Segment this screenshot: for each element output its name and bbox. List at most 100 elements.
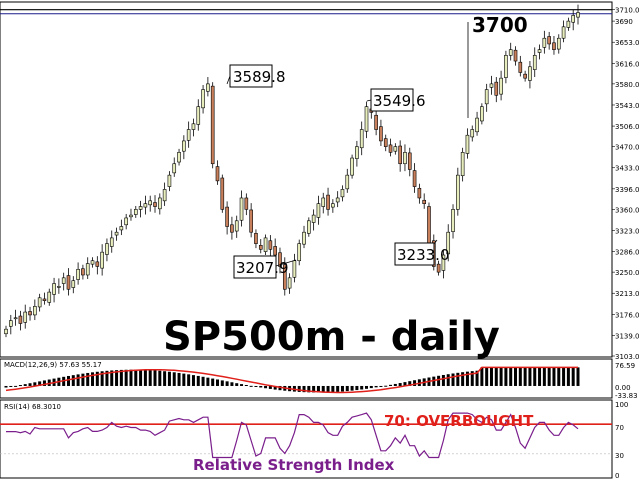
macd-bar — [340, 385, 344, 392]
macd-bar — [134, 369, 138, 386]
price-tick-12: 3286.0 — [615, 249, 640, 257]
macd-bar — [163, 371, 167, 386]
macd-bar — [470, 371, 474, 386]
candle-body — [556, 37, 561, 50]
macd-bar — [264, 385, 268, 389]
macd-bar — [105, 370, 109, 386]
macd-bar — [432, 376, 436, 386]
rsi-tick-30: 30 — [615, 452, 624, 460]
macd-bar — [240, 384, 244, 386]
macd-bar — [331, 385, 335, 393]
candle-body — [470, 129, 475, 138]
macd-bar — [504, 367, 508, 386]
candle-body — [436, 263, 441, 273]
macd-histogram — [4, 366, 580, 394]
macd-bar — [465, 371, 469, 386]
candle-body — [210, 85, 215, 165]
callout-label-3589: 3589.8 — [233, 68, 286, 86]
candle-body — [302, 231, 306, 245]
candle-body — [282, 264, 287, 290]
price-tick-4: 3580.0 — [615, 81, 640, 89]
rsi-line — [6, 412, 579, 459]
candle-body — [412, 170, 417, 187]
candle-body — [451, 209, 455, 232]
candle-body — [321, 197, 326, 207]
price-panel-frame — [0, 1, 613, 358]
candle-body — [28, 311, 32, 316]
price-tick-14: 3213.0 — [615, 290, 640, 298]
macd-bar — [475, 370, 479, 386]
macd-bar — [413, 380, 417, 386]
price-tick-2: 3653.0 — [615, 39, 640, 47]
callout-3589: 3589.8 — [226, 64, 286, 88]
callout-label-3549: 3549.6 — [373, 92, 426, 110]
macd-bar — [148, 370, 152, 386]
candle-body — [220, 177, 225, 210]
macd-bar — [278, 385, 282, 391]
macd-bar — [71, 375, 75, 386]
macd-signal-line — [5, 366, 578, 394]
macd-bar — [518, 367, 522, 386]
candle-body — [335, 197, 340, 203]
candle-body — [331, 203, 335, 208]
candle-body — [119, 226, 124, 231]
macd-bar — [177, 372, 181, 386]
rsi-panel-frame — [0, 399, 613, 479]
rsi-tick-70: 70 — [615, 424, 624, 432]
macd-bar — [143, 369, 147, 386]
candle-body — [345, 174, 350, 190]
macd-bar — [384, 385, 388, 387]
price-tick-10: 3360.0 — [615, 206, 640, 214]
candle-body — [109, 237, 114, 247]
macd-bar — [307, 385, 311, 393]
candle-body — [258, 245, 263, 250]
macd-bar — [182, 373, 186, 386]
candle-body — [417, 187, 422, 199]
candle-body — [177, 152, 181, 163]
candle-body — [273, 246, 277, 256]
candle-body — [4, 328, 8, 335]
candle-body — [513, 49, 518, 62]
candle-body — [133, 209, 138, 215]
candle-body — [90, 260, 95, 265]
candle-body — [278, 252, 282, 267]
macd-bar — [110, 370, 114, 386]
candle-body — [191, 123, 196, 130]
macd-bar — [538, 367, 542, 386]
candle-body — [403, 152, 407, 165]
macd-bar — [254, 385, 258, 387]
candle-body — [350, 157, 354, 176]
candle-body — [162, 189, 167, 202]
callout-3207: 3207.9 — [233, 255, 297, 279]
price-tick-8: 3433.0 — [615, 165, 640, 173]
macd-bar — [273, 385, 277, 390]
macd-bar — [91, 372, 95, 386]
candle-body — [398, 145, 402, 165]
macd-bar — [230, 382, 234, 386]
macd-bar — [95, 371, 99, 386]
callout-3700: 3700 — [467, 13, 528, 118]
overbought-label: 70: OVERBOUGHT — [384, 412, 534, 430]
candles-group — [4, 4, 580, 338]
candle-body — [206, 83, 210, 92]
macd-bar — [220, 380, 224, 386]
candle-body — [311, 214, 316, 223]
candle-body — [484, 89, 489, 105]
candle-body — [124, 217, 128, 226]
candle-body — [489, 83, 494, 88]
price-axis: 3710.0 3690 3653.0 3616.0 3580.0 3543.0 3506.0… — [0, 7, 640, 361]
candle-body — [307, 220, 311, 234]
chart-title: SP500m - daily — [163, 314, 500, 360]
macd-bar — [312, 385, 316, 393]
candle-body — [566, 20, 571, 28]
candle-body — [76, 268, 80, 280]
macd-bar — [33, 382, 37, 386]
macd-bar — [485, 367, 489, 386]
candle-body — [66, 275, 71, 290]
candle-body — [552, 42, 556, 50]
macd-bar — [23, 384, 27, 386]
macd-bar — [9, 385, 13, 387]
macd-bar — [547, 367, 551, 386]
candle-body — [57, 286, 61, 288]
